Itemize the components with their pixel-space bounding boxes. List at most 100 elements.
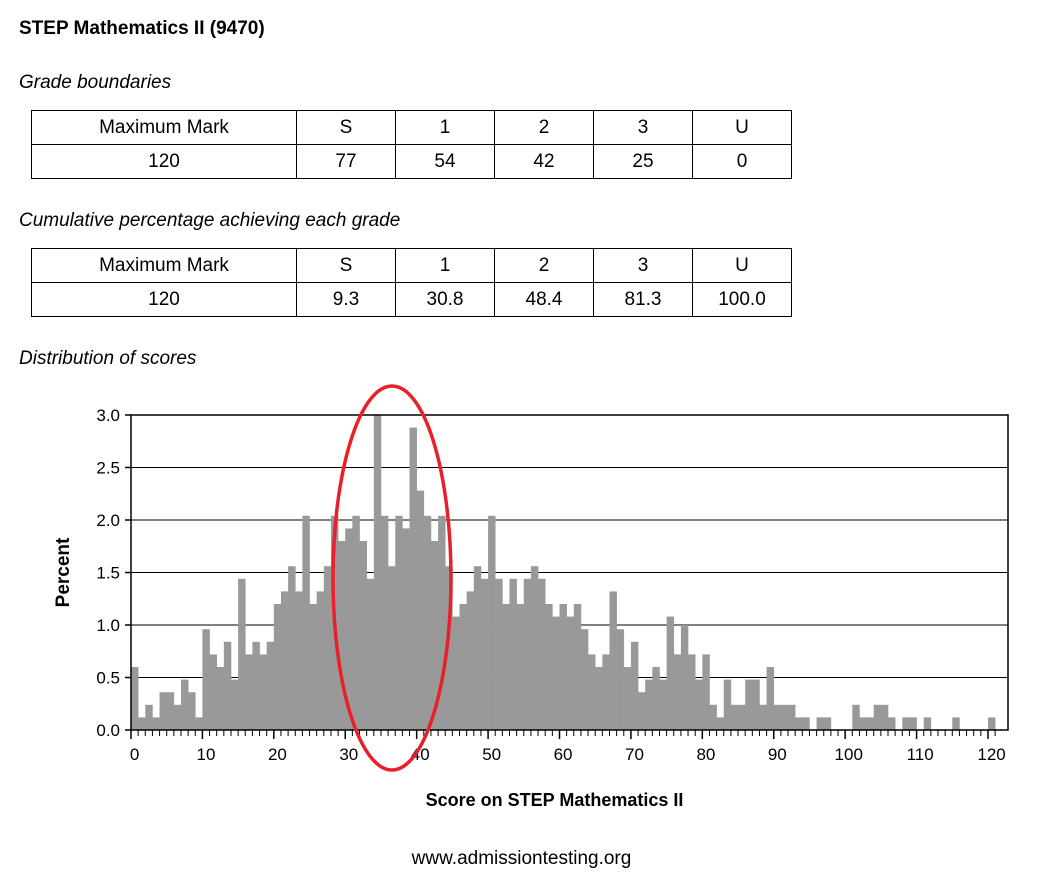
- table-cell: 25: [593, 144, 693, 179]
- header-cell: 2: [494, 110, 594, 145]
- bar: [223, 641, 232, 730]
- bar: [638, 692, 646, 730]
- bar: [266, 641, 275, 730]
- bar: [159, 692, 168, 730]
- bar: [523, 578, 532, 730]
- bar: [688, 654, 696, 730]
- x-tick-label: 90: [768, 745, 787, 764]
- x-tick-label: 40: [411, 745, 430, 764]
- bar: [552, 616, 560, 730]
- bar: [466, 591, 475, 730]
- bar: [888, 717, 896, 730]
- table-cell: 48.4: [494, 282, 594, 317]
- header-cell: 3: [593, 110, 693, 145]
- bar: [673, 654, 682, 730]
- bar: [823, 717, 832, 730]
- bar: [538, 578, 546, 730]
- bar: [759, 704, 767, 730]
- table-cell: 30.8: [395, 282, 495, 317]
- bar: [438, 515, 446, 730]
- bar: [630, 641, 639, 730]
- bar: [873, 704, 882, 730]
- bar: [695, 679, 703, 730]
- bar: [323, 566, 332, 730]
- table-row: 120 77 54 42 25 0: [31, 144, 792, 179]
- x-tick-label: 120: [977, 745, 1005, 764]
- bar: [280, 591, 289, 730]
- bar: [338, 541, 346, 730]
- x-axis-label: Score on STEP Mathematics II: [426, 790, 684, 810]
- bar: [152, 717, 160, 730]
- table-cell: 42: [494, 144, 594, 179]
- x-tick-label: 10: [197, 745, 216, 764]
- bar: [209, 654, 217, 730]
- bar: [509, 578, 517, 730]
- bar: [402, 528, 410, 730]
- bar: [516, 604, 525, 730]
- bar: [859, 717, 867, 730]
- bar: [752, 679, 760, 730]
- table-cell: 0: [692, 144, 792, 179]
- bar: [566, 616, 575, 730]
- bar: [423, 515, 432, 730]
- bar: [145, 704, 153, 730]
- bar: [245, 654, 253, 730]
- bar: [180, 679, 189, 730]
- bar: [709, 704, 717, 730]
- bar: [216, 667, 225, 730]
- bar: [502, 604, 510, 730]
- bar: [445, 566, 453, 730]
- bar: [345, 528, 353, 730]
- bar: [495, 578, 503, 730]
- table-cell: 54: [395, 144, 495, 179]
- bar: [795, 717, 803, 730]
- bar: [602, 654, 610, 730]
- bar: [416, 490, 425, 730]
- header-cell: 2: [494, 248, 594, 283]
- bar: [588, 654, 596, 730]
- bar: [730, 704, 739, 730]
- bar: [388, 566, 396, 730]
- page-title: STEP Mathematics II (9470): [19, 18, 265, 39]
- bar: [580, 629, 589, 730]
- header-cell: S: [296, 248, 396, 283]
- bar: [788, 704, 796, 730]
- bar: [302, 515, 310, 730]
- distribution-heading: Distribution of scores: [19, 348, 197, 369]
- bar: [173, 704, 182, 730]
- bar: [573, 604, 582, 730]
- table-cell: 9.3: [296, 282, 396, 317]
- bar: [316, 591, 325, 730]
- header-cell: 3: [593, 248, 693, 283]
- bar: [652, 667, 660, 730]
- bar: [202, 629, 210, 730]
- bar: [473, 566, 482, 730]
- bar: [252, 641, 260, 730]
- cumulative-heading: Cumulative percentage achieving each gra…: [19, 210, 401, 231]
- bar: [816, 717, 825, 730]
- bar: [373, 415, 382, 730]
- bar: [623, 667, 632, 730]
- bar: [430, 541, 439, 730]
- bar: [702, 654, 710, 730]
- bar: [773, 704, 782, 730]
- bar: [380, 515, 389, 730]
- bar: [802, 717, 810, 730]
- bar: [645, 679, 653, 730]
- bar: [616, 629, 625, 730]
- bar: [259, 654, 267, 730]
- bar: [745, 679, 753, 730]
- bar: [530, 566, 539, 730]
- bar: [131, 667, 139, 730]
- x-tick-label: 20: [268, 745, 287, 764]
- bar: [195, 717, 203, 730]
- bar: [559, 604, 567, 730]
- bar: [880, 704, 889, 730]
- y-tick-label: 3.0: [96, 406, 120, 425]
- bar: [409, 427, 417, 730]
- bars: [131, 415, 996, 730]
- bar: [166, 692, 175, 730]
- bar: [273, 604, 282, 730]
- bar: [923, 717, 932, 730]
- table-cell: 77: [296, 144, 396, 179]
